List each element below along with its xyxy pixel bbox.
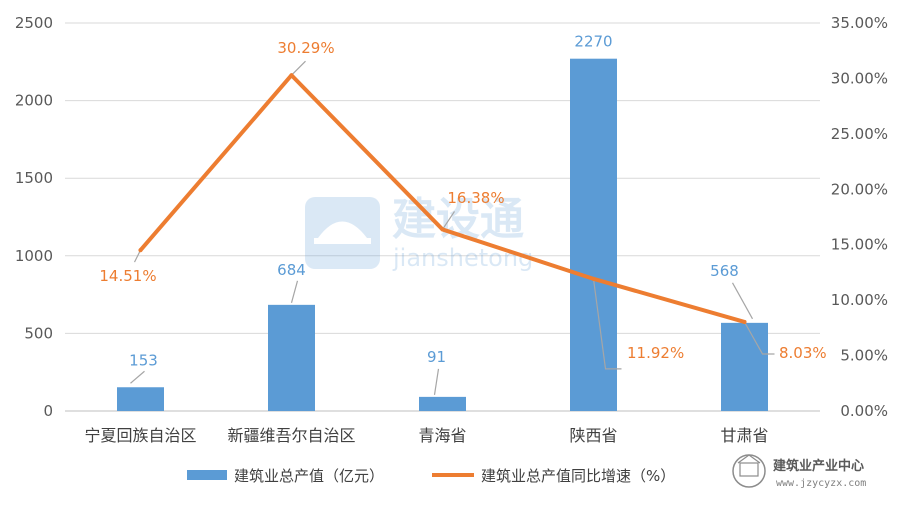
- bar-data-label: 91: [427, 348, 446, 366]
- line-label-leader: [442, 211, 455, 230]
- x-tick-label: 宁夏回族自治区: [84, 426, 196, 445]
- bar: [721, 322, 768, 411]
- y-right-tick-label: 15.00%: [831, 236, 888, 254]
- bar-series: [117, 58, 768, 412]
- line-point: [591, 276, 596, 281]
- y-left-tick-label: 2000: [15, 92, 53, 110]
- line-label-leader: [133, 249, 142, 263]
- y-left-tick-label: 0: [43, 402, 53, 420]
- y-right-tick-label: 0.00%: [840, 402, 888, 420]
- line-series: [138, 73, 747, 324]
- bar-data-label: 684: [277, 261, 306, 279]
- watermark-helmet-brim: [314, 238, 371, 244]
- y-right-tick-label: 10.00%: [831, 291, 888, 309]
- y-left-tick-label: 1500: [15, 169, 53, 187]
- line-label-leader: [592, 278, 622, 370]
- bar: [419, 396, 466, 411]
- line-data-label: 16.38%: [447, 189, 504, 207]
- watermark-url: jianshetong: [392, 244, 533, 272]
- line-data-label: 11.92%: [627, 344, 684, 362]
- brand-logo-name: 建筑业产业中心: [773, 458, 864, 474]
- y-right-tick-label: 20.00%: [831, 180, 888, 198]
- legend-label-bar: 建筑业总产值（亿元）: [234, 467, 384, 485]
- brand-logo: 建筑业产业中心 www.jzycyzx.com: [732, 454, 866, 489]
- line-point: [440, 227, 445, 232]
- y-left-tick-label: 2500: [15, 14, 53, 32]
- bar: [117, 387, 164, 411]
- bar-data-label: 568: [710, 262, 739, 280]
- brand-logo-url: www.jzycyzx.com: [776, 478, 866, 489]
- bar-label-leader: [290, 280, 299, 304]
- legend: 建筑业总产值（亿元） 建筑业总产值同比增速（%）: [187, 467, 675, 485]
- bar-label-leader: [731, 282, 754, 320]
- x-tick-label: 青海省: [418, 426, 466, 445]
- y-right-tick-label: 30.00%: [831, 69, 888, 87]
- bar-label-leader: [433, 368, 440, 395]
- brand-logo-building-icon: [739, 462, 759, 477]
- legend-label-line: 建筑业总产值同比增速（%）: [481, 467, 675, 485]
- x-tick-label: 新疆维吾尔自治区: [227, 426, 355, 445]
- data-labels: 153 684 91 2270 568 14.51% 30.29% 16.38% 11.92% 8…: [99, 33, 826, 370]
- line-point: [289, 73, 294, 78]
- bar-label-leader: [130, 370, 145, 384]
- y-right-tick-label: 5.00%: [840, 347, 888, 365]
- line-point: [742, 319, 747, 324]
- bar-data-label: 153: [129, 351, 158, 369]
- line-data-label: 14.51%: [99, 267, 156, 285]
- bar: [570, 58, 617, 412]
- y-right-tick-label: 35.00%: [831, 14, 888, 32]
- line-data-label: 30.29%: [277, 39, 334, 57]
- x-tick-label: 甘肃省: [720, 426, 768, 445]
- watermark-helmet-icon: [305, 197, 380, 269]
- line-label-leader: [291, 60, 306, 76]
- gridlines: [65, 22, 820, 412]
- bar: [268, 304, 315, 411]
- bar-data-label: 2270: [574, 33, 612, 51]
- x-tick-label: 陕西省: [569, 426, 617, 445]
- label-leaders: [130, 60, 775, 395]
- y-right-tick-label: 25.00%: [831, 125, 888, 143]
- axes: 0 500 1000 1500 2000 2500 0.00% 5.00% 10.00% 15.0…: [15, 14, 888, 445]
- line-data-label: 8.03%: [779, 344, 827, 362]
- brand-logo-roof: [737, 454, 761, 464]
- y-left-tick-label: 1000: [15, 247, 53, 265]
- line-label-leader: [743, 321, 775, 355]
- legend-swatch-bar: [187, 470, 227, 480]
- line-point: [138, 248, 143, 253]
- watermark-helmet-shape: [318, 221, 367, 238]
- y-left-tick-label: 500: [24, 324, 53, 342]
